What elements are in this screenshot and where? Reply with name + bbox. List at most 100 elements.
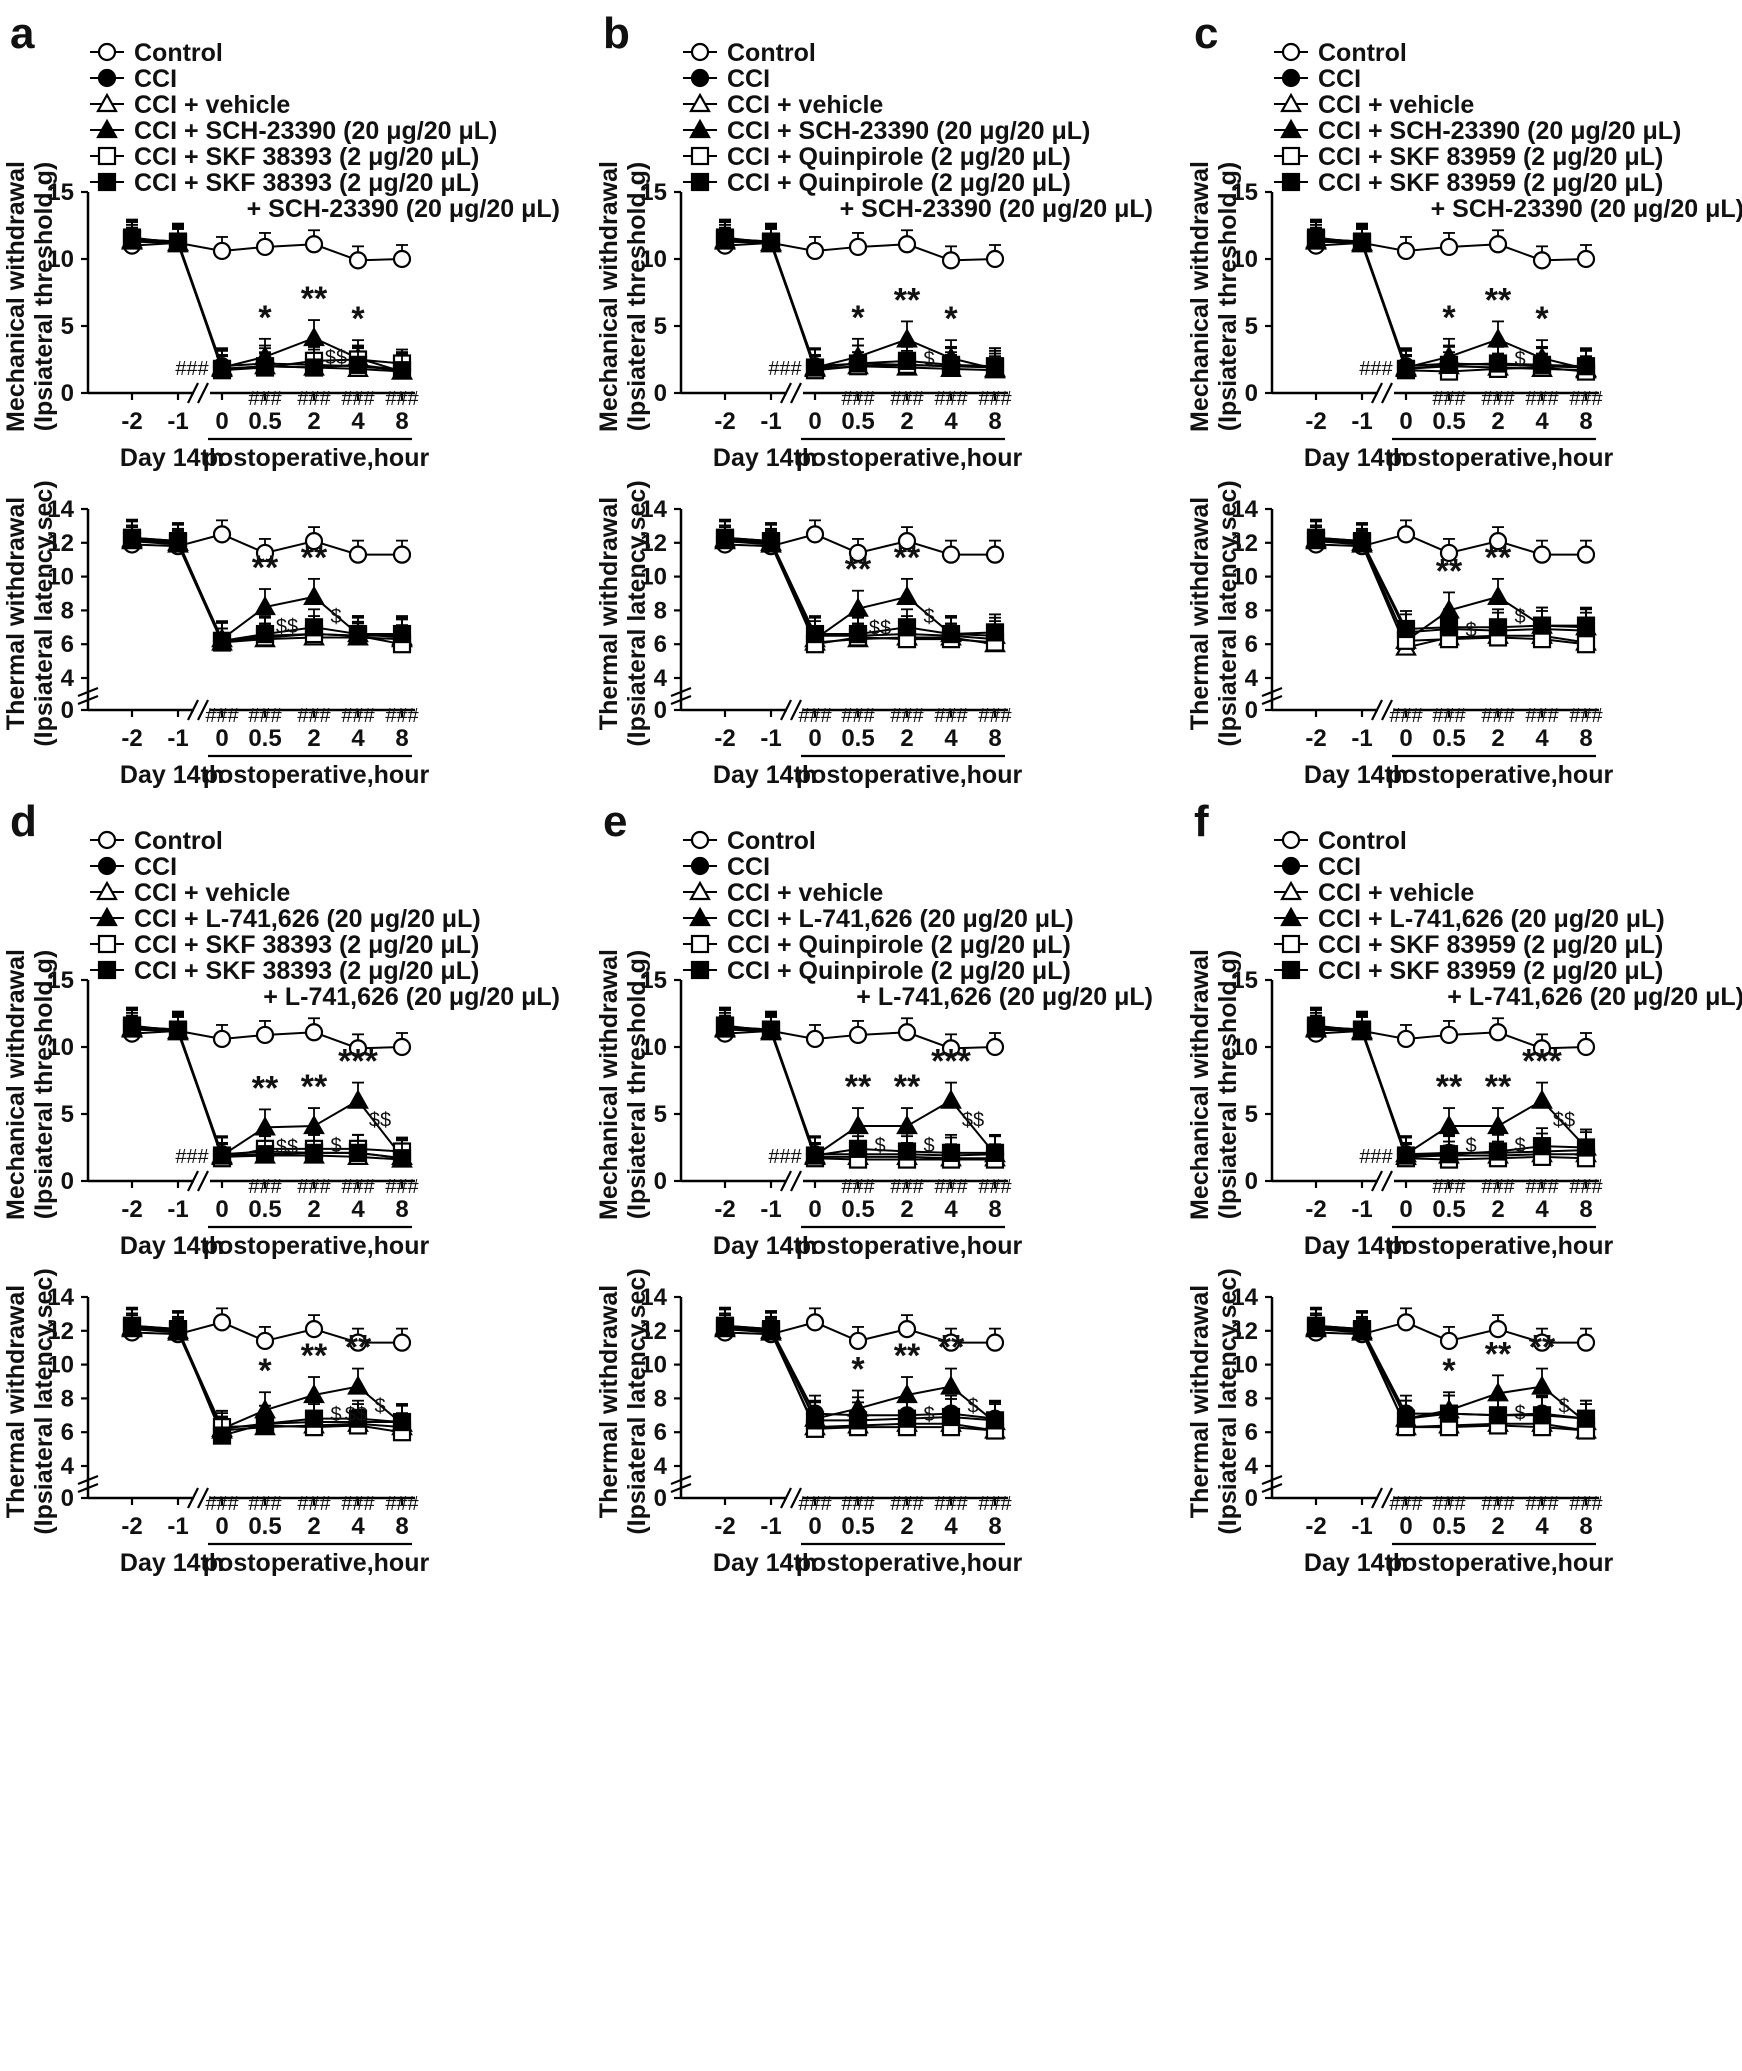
x-tick-label: 2 [900, 725, 913, 752]
significance-annotation: ** [1485, 1068, 1512, 1106]
data-point-control [255, 543, 275, 563]
significance-annotation: * [1442, 1352, 1456, 1390]
legend-label-agonist: CCI + Quinpirole (2 μg/20 μL) [727, 931, 1071, 959]
x-tick-label: -2 [121, 725, 142, 752]
x-axis-title-postop: postoperative,hour [1387, 761, 1614, 789]
data-point-combo [1352, 233, 1372, 253]
x-axis-title-day: Day 14th [713, 444, 817, 472]
data-point-combo [985, 623, 1005, 642]
x-tick-label: 0 [215, 408, 228, 435]
x-axis-title-postop: postoperative,hour [203, 444, 430, 472]
legend-label-agonist: CCI + SKF 38393 (2 μg/20 μL) [134, 143, 479, 171]
significance-annotation: ### [890, 1176, 924, 1198]
significance-annotation: ### [798, 1493, 832, 1515]
data-point-combo [1576, 1409, 1596, 1428]
data-point-control [1488, 1023, 1508, 1042]
mechanical-plot: 0 5 10 15 -2 -1 0 0.5 2 4 8 Day 14thpostoperative,h… [1186, 949, 1613, 1260]
legend-label-combo: CCI + Quinpirole (2 μg/20 μL) [727, 957, 1071, 985]
legend-label-combo-cont: + SCH-23390 (20 μg/20 μL) [247, 195, 560, 223]
y-axis-title-line1: Mechanical withdrawal [595, 161, 623, 432]
legend-marker-control [1281, 42, 1301, 62]
legend-label-control: Control [727, 827, 816, 855]
significance-annotation: ### [1525, 705, 1559, 727]
significance-annotation: ### [385, 1493, 419, 1515]
data-point-control [897, 235, 917, 254]
significance-annotation: $ [1465, 1135, 1476, 1157]
legend-label-combo-cont: + SCH-23390 (20 μg/20 μL) [1431, 195, 1742, 223]
data-point-control [392, 249, 412, 269]
y-axis-title-line1: Thermal withdrawal [1186, 1285, 1214, 1518]
data-point-control [1488, 532, 1508, 551]
y-tick-label: 6 [1245, 1419, 1258, 1446]
legend-label-combo-cont: + SCH-23390 (20 μg/20 μL) [840, 195, 1153, 223]
data-point-combo [304, 1143, 324, 1162]
data-point-combo [392, 1149, 412, 1168]
significance-annotation: ### [1481, 1176, 1515, 1198]
data-point-antagonist [1438, 1114, 1460, 1135]
legend-marker-combo [690, 172, 710, 192]
thermal-plot: 0 4 6 8 10 12 14 -2 -1 0 0.5 2 4 8 Day 14thpostoperati… [2, 480, 429, 789]
significance-annotation: $$ [869, 618, 891, 640]
y-tick-label: 12 [1231, 530, 1258, 557]
data-point-control [1488, 235, 1508, 254]
legend-label-combo: CCI + SKF 83959 (2 μg/20 μL) [1318, 169, 1663, 197]
significance-annotation: $ [374, 1396, 385, 1418]
data-point-control [392, 1333, 412, 1352]
significance-annotation: ### [1432, 705, 1466, 727]
x-tick-label: 2 [1491, 1196, 1504, 1223]
significance-annotation: ### [248, 388, 282, 410]
x-tick-label: 0.5 [841, 1513, 874, 1540]
significance-annotation: ### [341, 1493, 375, 1515]
y-tick-label: 4 [61, 665, 75, 692]
data-point-combo [1576, 1138, 1596, 1157]
significance-annotation: ### [841, 388, 875, 410]
legend-label-control: Control [1318, 39, 1407, 67]
panel-letter: b [603, 9, 630, 58]
data-point-antagonist [1531, 1375, 1553, 1395]
data-point-control [1396, 525, 1416, 544]
axis-break-icon [780, 1170, 802, 1192]
x-tick-label: 0.5 [248, 1196, 281, 1223]
y-axis-title-line2: (Ipsiateral latency,sec) [1214, 480, 1242, 746]
data-point-combo [392, 1412, 412, 1432]
x-tick-label: 8 [988, 725, 1001, 752]
y-tick-label: 10 [640, 246, 667, 273]
data-point-combo [122, 1016, 142, 1035]
y-tick-label: 5 [61, 1101, 74, 1128]
y-axis-title-line2: (Ipsiateral latency,sec) [30, 480, 58, 746]
significance-annotation: ### [297, 1493, 331, 1515]
data-point-control [985, 1333, 1005, 1352]
data-point-control [1396, 1029, 1416, 1049]
mechanical-plot: 0 5 10 15 -2 -1 0 0.5 2 4 8 Day 14thpostoperative,h… [2, 161, 429, 472]
data-point-combo [1396, 1409, 1416, 1428]
y-tick-label: 10 [1231, 1352, 1258, 1379]
x-axis-title-day: Day 14th [120, 1232, 224, 1260]
y-tick-label: 15 [640, 967, 667, 994]
data-point-combo [1532, 355, 1552, 374]
y-tick-label: 6 [61, 1419, 74, 1446]
x-tick-label: 8 [988, 1513, 1001, 1540]
y-axis-title-line1: Thermal withdrawal [595, 497, 623, 730]
x-tick-label: 0.5 [841, 408, 874, 435]
x-tick-label: 0 [808, 1513, 821, 1540]
x-axis-title-postop: postoperative,hour [203, 1549, 430, 1577]
data-point-antagonist [347, 1375, 369, 1395]
legend-marker-cci [97, 68, 117, 88]
data-point-combo [1306, 228, 1326, 247]
significance-annotation: $ [1514, 606, 1525, 628]
significance-annotation: $ [330, 606, 341, 628]
x-axis-title-day: Day 14th [1304, 1549, 1408, 1577]
data-point-combo [122, 1316, 142, 1335]
mechanical-plot: 0 5 10 15 -2 -1 0 0.5 2 4 8 Day 14thpostoperative,h… [595, 161, 1022, 472]
x-tick-label: 0.5 [248, 408, 281, 435]
data-point-combo [897, 618, 917, 637]
data-point-combo [1532, 1137, 1552, 1156]
legend-marker-antagonist [96, 118, 118, 139]
y-tick-label: 15 [47, 179, 74, 206]
x-tick-label: -1 [167, 408, 188, 435]
y-tick-label: 10 [640, 1034, 667, 1061]
axis-break-icon [1371, 1170, 1393, 1192]
data-point-control [897, 1320, 917, 1339]
data-point-control [1532, 251, 1552, 270]
